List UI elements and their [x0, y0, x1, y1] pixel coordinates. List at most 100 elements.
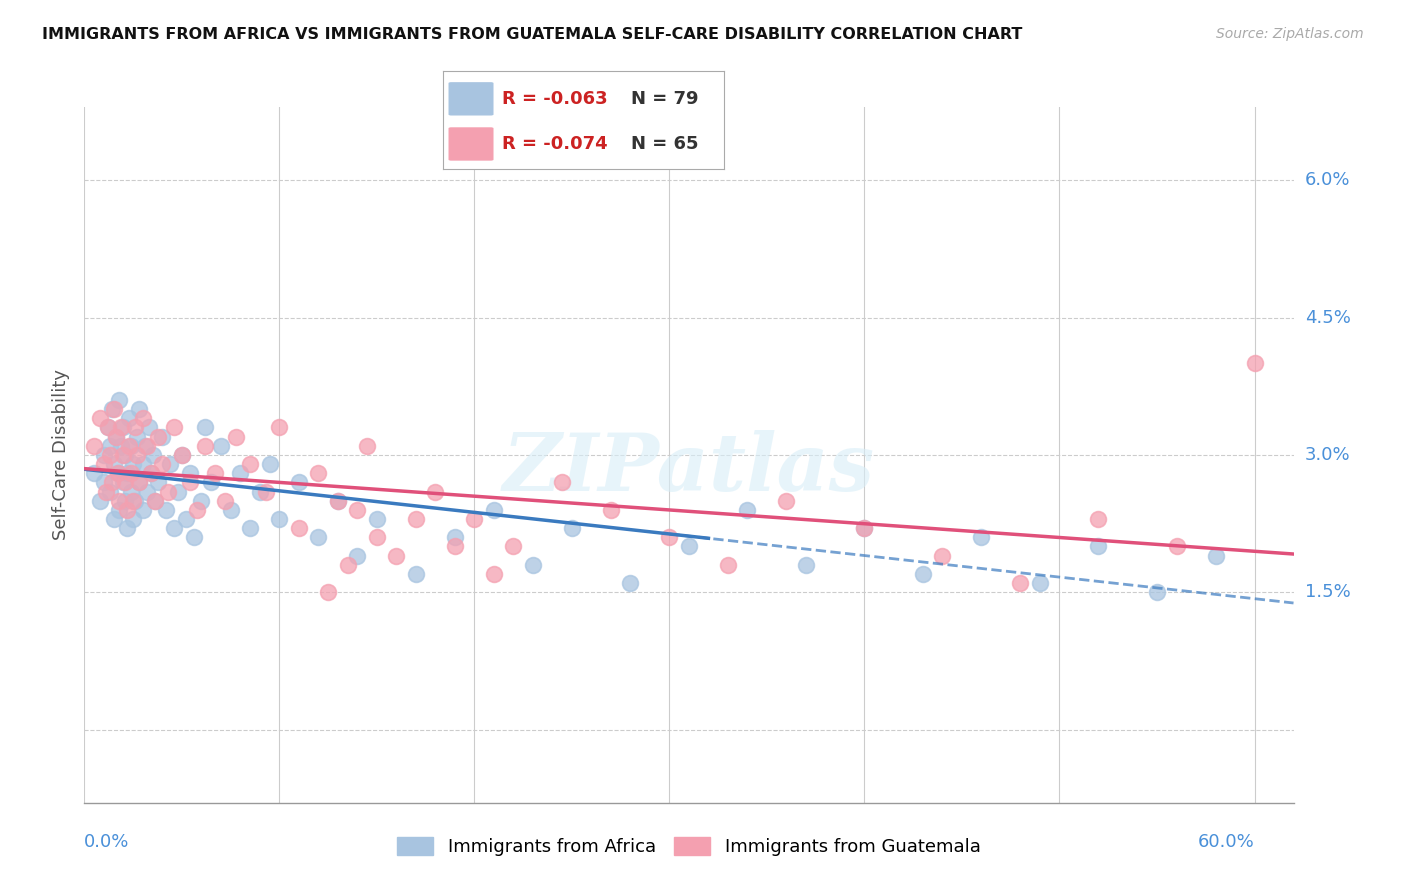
Point: [366, 530, 388, 544]
Point: [425, 484, 447, 499]
Point: [83, 439, 105, 453]
Point: [125, 429, 148, 443]
Point: [120, 484, 142, 499]
Point: [204, 467, 226, 481]
Point: [118, 439, 141, 453]
Point: [120, 467, 142, 481]
Point: [522, 558, 544, 572]
Point: [93, 448, 115, 462]
Text: N = 65: N = 65: [631, 135, 699, 153]
Point: [93, 457, 115, 471]
Point: [159, 457, 181, 471]
Point: [775, 493, 797, 508]
Point: [254, 484, 277, 499]
Point: [482, 503, 505, 517]
Point: [214, 493, 236, 508]
Point: [139, 467, 162, 481]
Point: [931, 549, 953, 563]
Point: [150, 429, 173, 443]
Point: [561, 521, 583, 535]
Point: [83, 467, 105, 481]
Point: [128, 475, 150, 490]
Point: [103, 402, 125, 417]
Point: [194, 420, 217, 434]
Point: [98, 448, 121, 462]
Point: [179, 467, 201, 481]
Point: [853, 521, 876, 535]
Point: [170, 448, 193, 462]
Point: [678, 540, 700, 554]
Point: [307, 467, 329, 481]
Point: [120, 439, 142, 453]
Point: [89, 411, 111, 425]
Point: [1087, 540, 1109, 554]
Point: [98, 439, 121, 453]
Y-axis label: Self-Care Disability: Self-Care Disability: [52, 369, 70, 541]
Point: [142, 448, 165, 462]
Point: [124, 493, 146, 508]
Point: [326, 493, 349, 508]
Point: [186, 503, 208, 517]
Text: 3.0%: 3.0%: [1305, 446, 1350, 464]
Point: [135, 484, 157, 499]
Point: [124, 420, 146, 434]
Point: [132, 457, 155, 471]
Point: [167, 484, 190, 499]
Point: [356, 439, 378, 453]
Point: [911, 566, 934, 581]
Point: [100, 475, 122, 490]
Point: [100, 402, 122, 417]
Point: [104, 429, 127, 443]
Text: 60.0%: 60.0%: [1198, 833, 1254, 851]
Point: [1166, 540, 1188, 554]
Point: [97, 420, 120, 434]
Text: 4.5%: 4.5%: [1305, 309, 1351, 326]
Point: [1010, 576, 1032, 591]
Point: [112, 448, 135, 462]
Point: [316, 585, 339, 599]
Point: [143, 493, 166, 508]
Point: [209, 439, 232, 453]
Point: [1146, 585, 1168, 599]
Point: [117, 503, 139, 517]
Point: [737, 503, 759, 517]
Text: 0.0%: 0.0%: [84, 833, 129, 851]
Point: [117, 521, 139, 535]
Point: [853, 521, 876, 535]
Point: [269, 420, 291, 434]
Point: [336, 558, 359, 572]
Point: [239, 521, 262, 535]
Point: [366, 512, 388, 526]
Point: [405, 512, 427, 526]
Text: Source: ZipAtlas.com: Source: ZipAtlas.com: [1216, 27, 1364, 41]
Text: N = 79: N = 79: [631, 90, 699, 108]
Point: [179, 475, 201, 490]
Point: [93, 475, 115, 490]
Point: [163, 420, 186, 434]
Point: [110, 439, 132, 453]
Point: [551, 475, 574, 490]
Point: [190, 493, 212, 508]
Point: [346, 503, 368, 517]
Point: [194, 439, 217, 453]
Point: [346, 549, 368, 563]
Point: [89, 493, 111, 508]
Point: [170, 448, 193, 462]
Point: [249, 484, 271, 499]
Point: [259, 457, 281, 471]
Point: [128, 475, 150, 490]
Point: [183, 530, 205, 544]
Point: [385, 549, 408, 563]
Text: 6.0%: 6.0%: [1305, 171, 1350, 189]
Text: R = -0.063: R = -0.063: [502, 90, 607, 108]
FancyBboxPatch shape: [449, 128, 494, 161]
Point: [114, 448, 136, 462]
Point: [107, 467, 129, 481]
Point: [117, 467, 139, 481]
Point: [148, 475, 170, 490]
Point: [200, 475, 222, 490]
Point: [970, 530, 993, 544]
Point: [97, 420, 120, 434]
Point: [143, 493, 166, 508]
Point: [658, 530, 681, 544]
